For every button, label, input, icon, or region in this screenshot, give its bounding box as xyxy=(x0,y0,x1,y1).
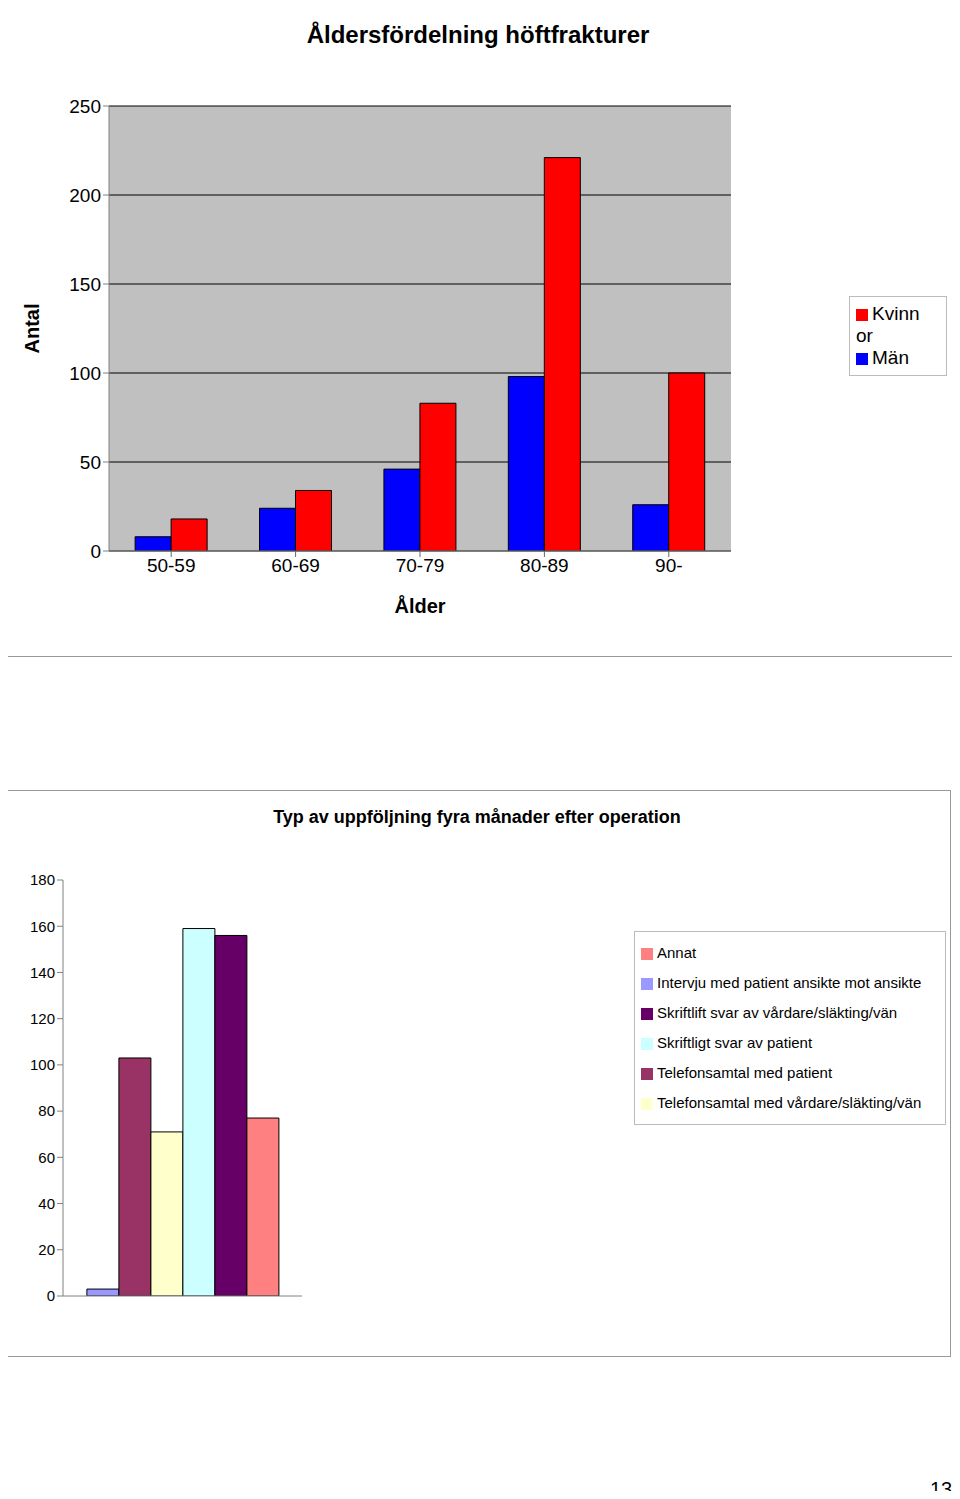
svg-text:0: 0 xyxy=(90,541,101,562)
html-text:Telefonsamtal med vårdare/släk: Telefonsamtal med vårdare/släkting/vän xyxy=(657,1094,922,1111)
html-text:Åldersfördelning höftfrakturer: Åldersfördelning höftfrakturer xyxy=(306,21,650,48)
svg-text:140: 140 xyxy=(30,964,55,981)
svg-text:Ålder: Ålder xyxy=(394,594,445,617)
svg-text:Antal: Antal xyxy=(21,304,43,354)
html-text:Typ av uppföljning fyra månade: Typ av uppföljning fyra månader efter op… xyxy=(273,807,681,827)
html-text:13: 13 xyxy=(930,1478,953,1499)
html-text:Annat: Annat xyxy=(657,944,697,961)
html-text:Skriftlift svar av vårdare/slä: Skriftlift svar av vårdare/släkting/vän xyxy=(657,1004,898,1021)
html-text:Intervju med patient ansikte m: Intervju med patient ansikte mot ansikte xyxy=(657,974,922,991)
svg-text:50-59: 50-59 xyxy=(147,555,196,576)
svg-text:100: 100 xyxy=(30,1056,55,1073)
svg-text:80: 80 xyxy=(38,1102,55,1119)
svg-text:20: 20 xyxy=(38,1241,55,1258)
svg-text:80-89: 80-89 xyxy=(520,555,569,576)
html-text:Män: Män xyxy=(872,347,909,368)
svg-text:70-79: 70-79 xyxy=(396,555,445,576)
svg-text:40: 40 xyxy=(38,1195,55,1212)
svg-text:90-: 90- xyxy=(655,555,682,576)
svg-text:250: 250 xyxy=(69,96,101,117)
svg-text:0: 0 xyxy=(47,1287,55,1304)
svg-text:180: 180 xyxy=(30,871,55,888)
html-text:Telefonsamtal med patient: Telefonsamtal med patient xyxy=(657,1064,833,1081)
html-text:Kvinnor: Kvinnor xyxy=(856,303,920,346)
svg-text:120: 120 xyxy=(30,1010,55,1027)
svg-text:160: 160 xyxy=(30,918,55,935)
html-text:Skriftligt svar av patient: Skriftligt svar av patient xyxy=(657,1034,813,1051)
svg-text:100: 100 xyxy=(69,363,101,384)
svg-text:50: 50 xyxy=(80,452,101,473)
svg-text:150: 150 xyxy=(69,274,101,295)
svg-text:60: 60 xyxy=(38,1149,55,1166)
svg-text:60-69: 60-69 xyxy=(271,555,320,576)
svg-text:200: 200 xyxy=(69,185,101,206)
